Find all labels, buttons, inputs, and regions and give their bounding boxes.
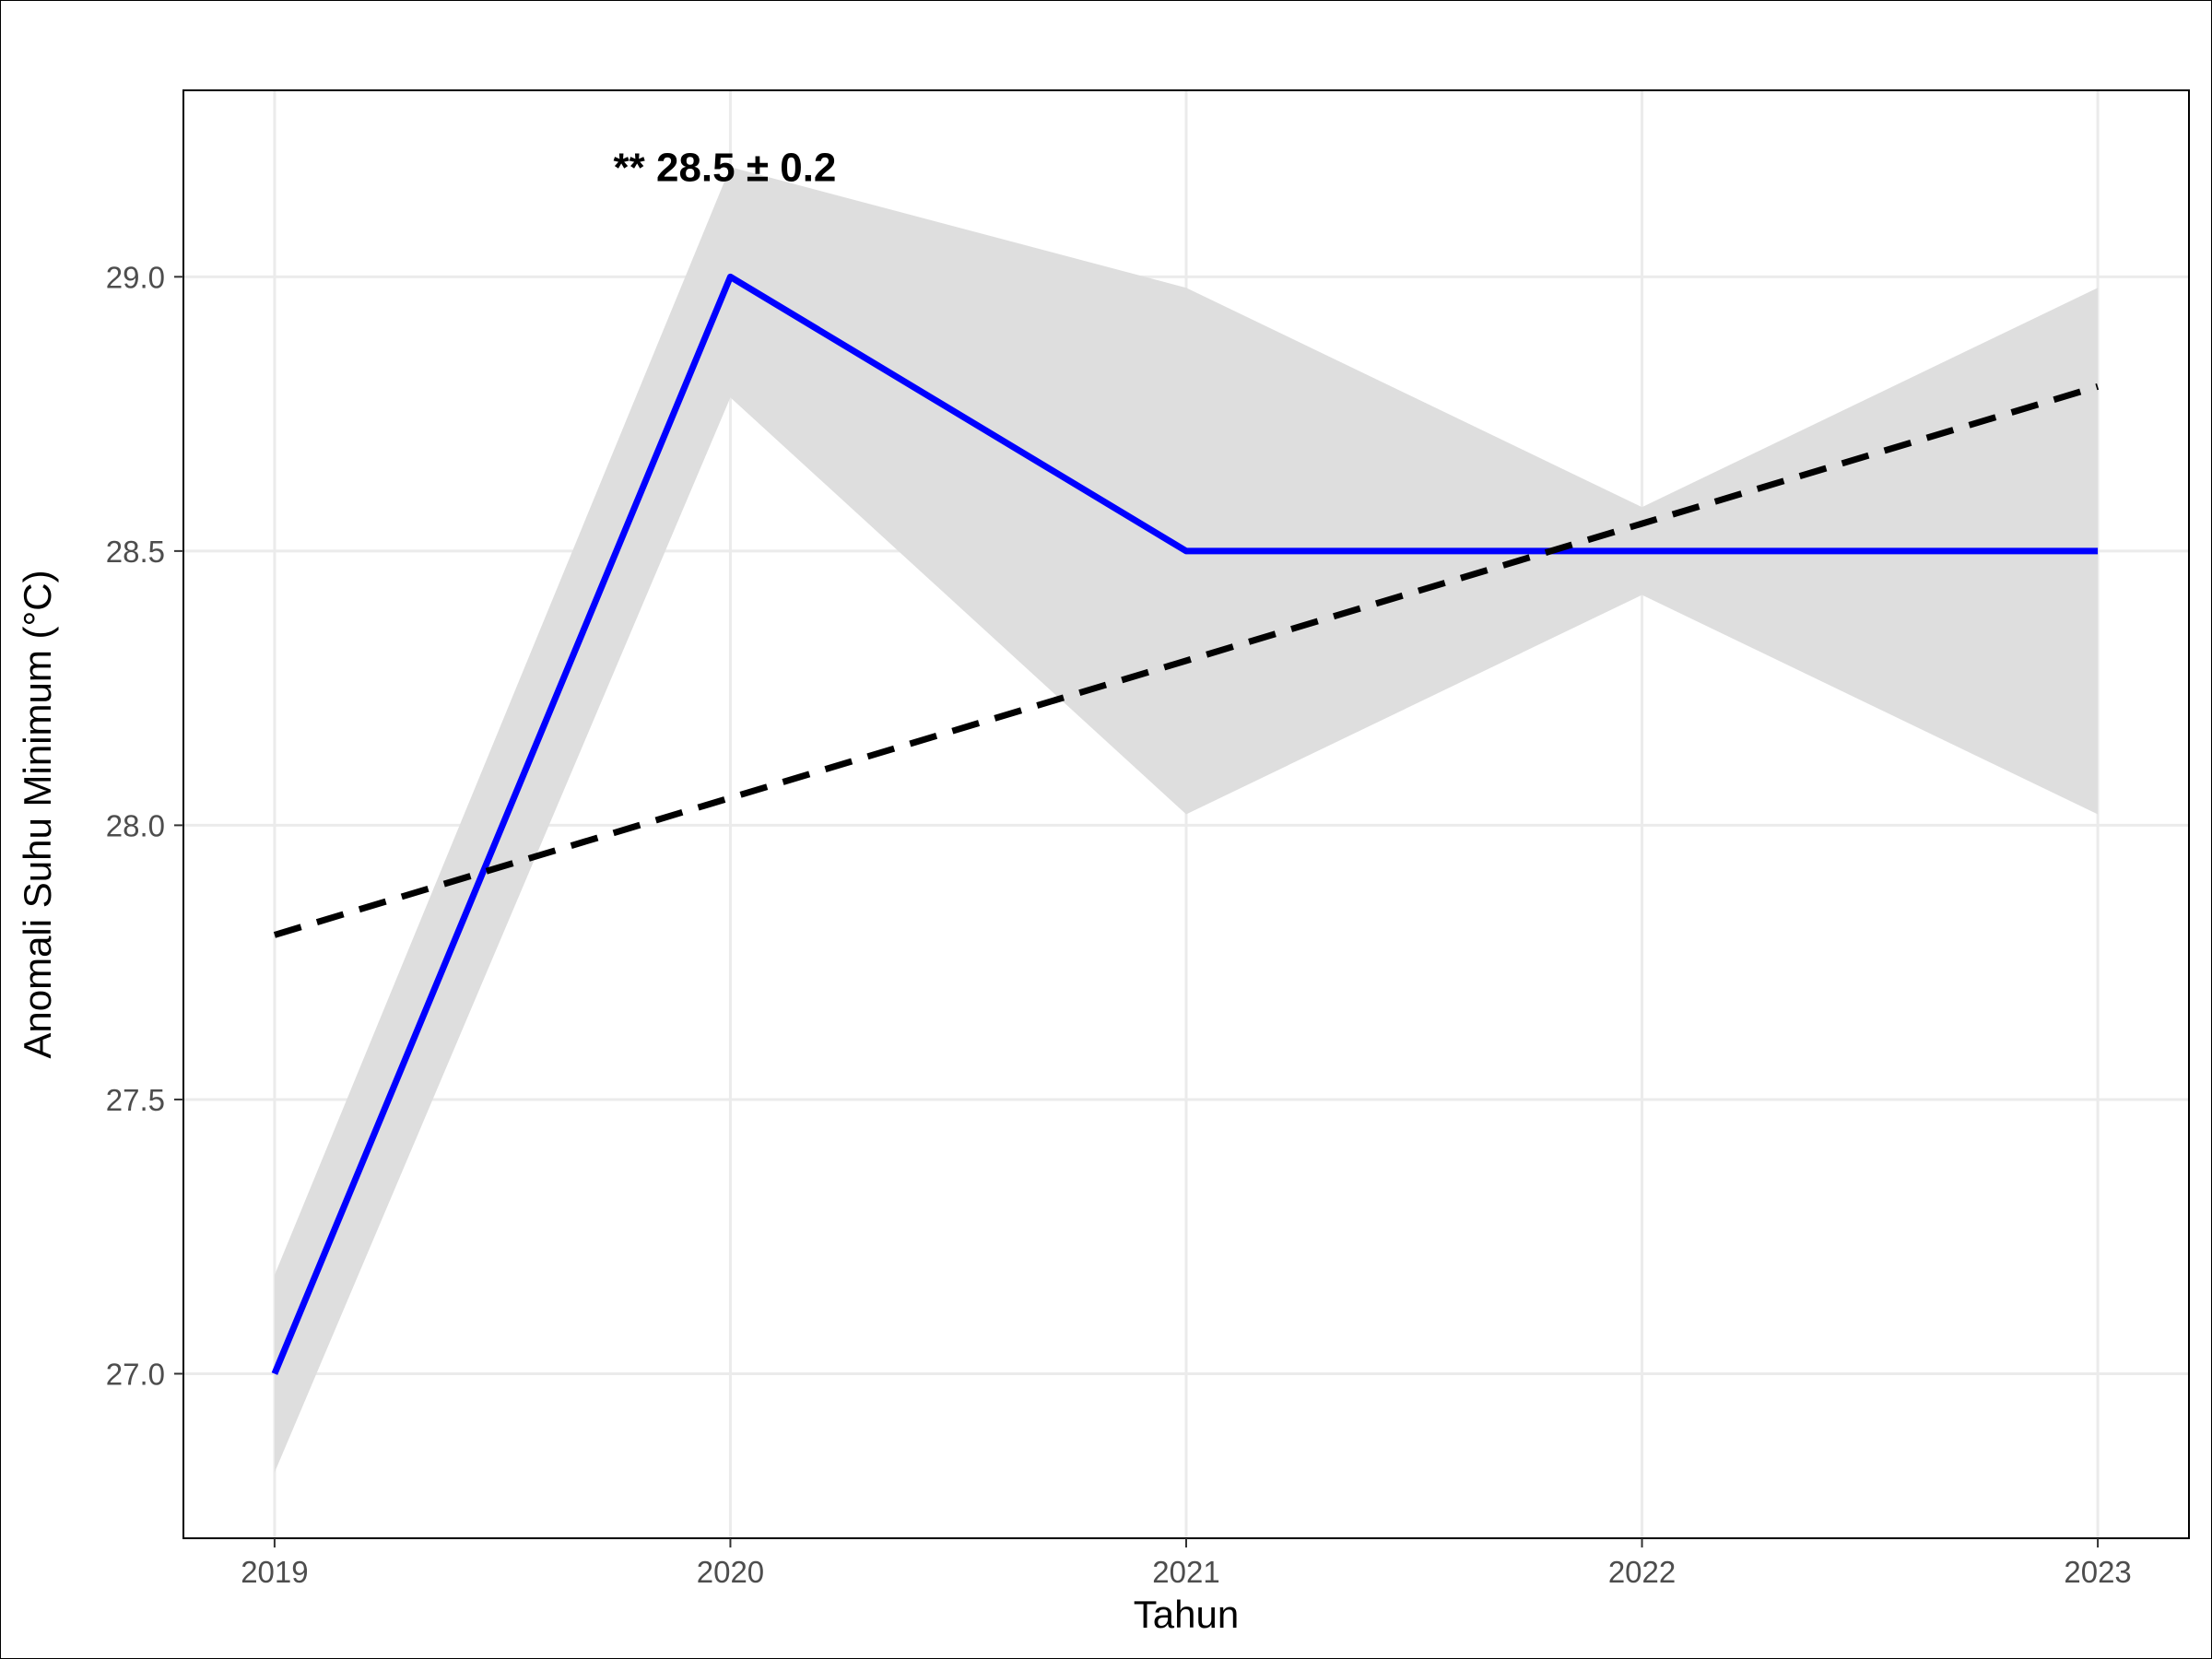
- trend-line: [273, 382, 2100, 938]
- y-tick-label: 28.0: [106, 808, 165, 842]
- x-tick-label: 2023: [2064, 1555, 2131, 1589]
- x-tick-label: 2019: [241, 1555, 308, 1589]
- series-lines: [271, 273, 2100, 1375]
- y-axis-title: Anomali Suhu Minimum (°C): [16, 570, 59, 1058]
- annotation-label: ** 28.5 ± 0.2: [614, 145, 837, 190]
- y-tick-label: 27.5: [106, 1083, 165, 1117]
- x-axis-title: Tahun: [1134, 1593, 1239, 1636]
- x-tick-label: 2020: [697, 1555, 764, 1589]
- x-tick-label: 2021: [1152, 1555, 1219, 1589]
- axis-ticks: 2019 2020 2021 2022 2023 27.0 27.5 28.0 28.5 29.0: [106, 260, 2132, 1589]
- observed-line: [271, 273, 2099, 1375]
- confidence-band: [274, 167, 2099, 1473]
- y-tick-label: 28.5: [106, 535, 165, 569]
- y-tick-label: 29.0: [106, 260, 165, 294]
- x-tick-label: 2022: [1608, 1555, 1676, 1589]
- confidence-ribbon: [274, 167, 2099, 1473]
- y-tick-label: 27.0: [106, 1357, 165, 1391]
